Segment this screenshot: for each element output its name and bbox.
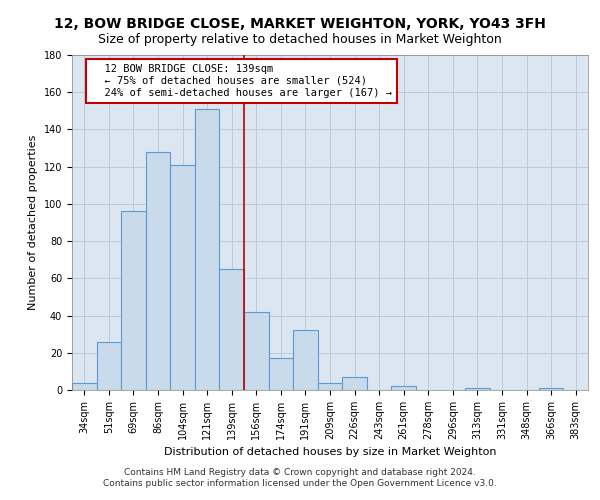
Bar bbox=[220, 269, 244, 390]
Y-axis label: Number of detached properties: Number of detached properties bbox=[28, 135, 38, 310]
Bar bbox=[465, 388, 490, 390]
X-axis label: Distribution of detached houses by size in Market Weighton: Distribution of detached houses by size … bbox=[164, 448, 496, 458]
Bar bbox=[391, 386, 416, 390]
Text: Size of property relative to detached houses in Market Weighton: Size of property relative to detached ho… bbox=[98, 32, 502, 46]
Bar bbox=[170, 165, 195, 390]
Bar bbox=[72, 382, 97, 390]
Text: Contains HM Land Registry data © Crown copyright and database right 2024.
Contai: Contains HM Land Registry data © Crown c… bbox=[103, 468, 497, 487]
Bar bbox=[244, 312, 269, 390]
Bar bbox=[318, 382, 342, 390]
Bar bbox=[195, 109, 220, 390]
Bar bbox=[146, 152, 170, 390]
Bar bbox=[342, 377, 367, 390]
Text: 12, BOW BRIDGE CLOSE, MARKET WEIGHTON, YORK, YO43 3FH: 12, BOW BRIDGE CLOSE, MARKET WEIGHTON, Y… bbox=[54, 18, 546, 32]
Text: 12 BOW BRIDGE CLOSE: 139sqm
  ← 75% of detached houses are smaller (524)
  24% o: 12 BOW BRIDGE CLOSE: 139sqm ← 75% of det… bbox=[92, 64, 392, 98]
Bar bbox=[539, 388, 563, 390]
Bar bbox=[293, 330, 318, 390]
Bar bbox=[97, 342, 121, 390]
Bar bbox=[269, 358, 293, 390]
Bar bbox=[121, 212, 146, 390]
